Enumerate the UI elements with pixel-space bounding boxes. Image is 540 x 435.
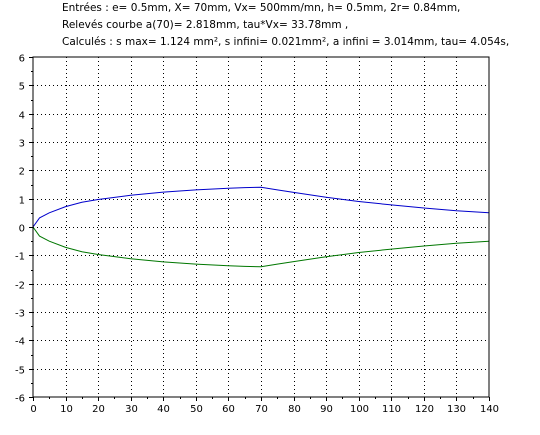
- series-line-2: [32, 226, 490, 268]
- parameters-line-inputs: Entrées : e= 0.5mm, X= 70mm, Vx= 500mm/m…: [62, 2, 461, 14]
- x-tick-label: 0: [30, 404, 36, 415]
- x-tick-labels: 0 10 20 30 40 50 60 70 80 90 100 110 120 130 140: [30, 404, 499, 415]
- y-tick-label: 0: [19, 224, 25, 235]
- x-tick-label: 30: [125, 404, 138, 415]
- y-tick-label: -3: [15, 309, 25, 320]
- series-line-1: [32, 186, 490, 228]
- y-tick-label: -2: [15, 281, 25, 292]
- x-tick-label: 40: [157, 404, 170, 415]
- x-tick-label: 10: [60, 404, 73, 415]
- x-tick-label: 130: [447, 404, 466, 415]
- grid: [33, 57, 489, 397]
- x-tick-label: 120: [415, 404, 434, 415]
- y-tick-label: 6: [19, 54, 25, 65]
- y-tick-label: 2: [19, 167, 25, 178]
- parameters-line-computed: Calculés : s max= 1.124 mm², s infini= 0…: [62, 36, 510, 48]
- x-tick-label: 70: [255, 404, 268, 415]
- series-group: [32, 186, 490, 268]
- y-tick-label: -6: [15, 394, 25, 405]
- y-tick-label: 4: [19, 111, 25, 122]
- x-tick-label: 100: [350, 404, 369, 415]
- y-tick-label: -5: [15, 366, 25, 377]
- x-tick-label: 90: [320, 404, 333, 415]
- x-tick-label: 110: [382, 404, 401, 415]
- x-tick-label: 60: [222, 404, 235, 415]
- x-tick-label: 20: [92, 404, 105, 415]
- x-tick-label: 50: [190, 404, 203, 415]
- y-tick-label: -1: [15, 252, 25, 263]
- y-tick-label: 1: [19, 196, 25, 207]
- parameters-line-readings: Relevés courbe a(70)= 2.818mm, tau*Vx= 3…: [62, 19, 349, 31]
- x-tick-label: 80: [288, 404, 301, 415]
- y-tick-label: 5: [19, 82, 25, 93]
- x-tick-label: 140: [480, 404, 499, 415]
- y-tick-label: 3: [19, 139, 25, 150]
- y-tick-label: -4: [15, 337, 25, 348]
- axis-ticks: [29, 57, 490, 401]
- y-tick-labels: 6 5 4 3 2 1 0 -1 -2 -3 -4 -5 -6: [15, 54, 25, 405]
